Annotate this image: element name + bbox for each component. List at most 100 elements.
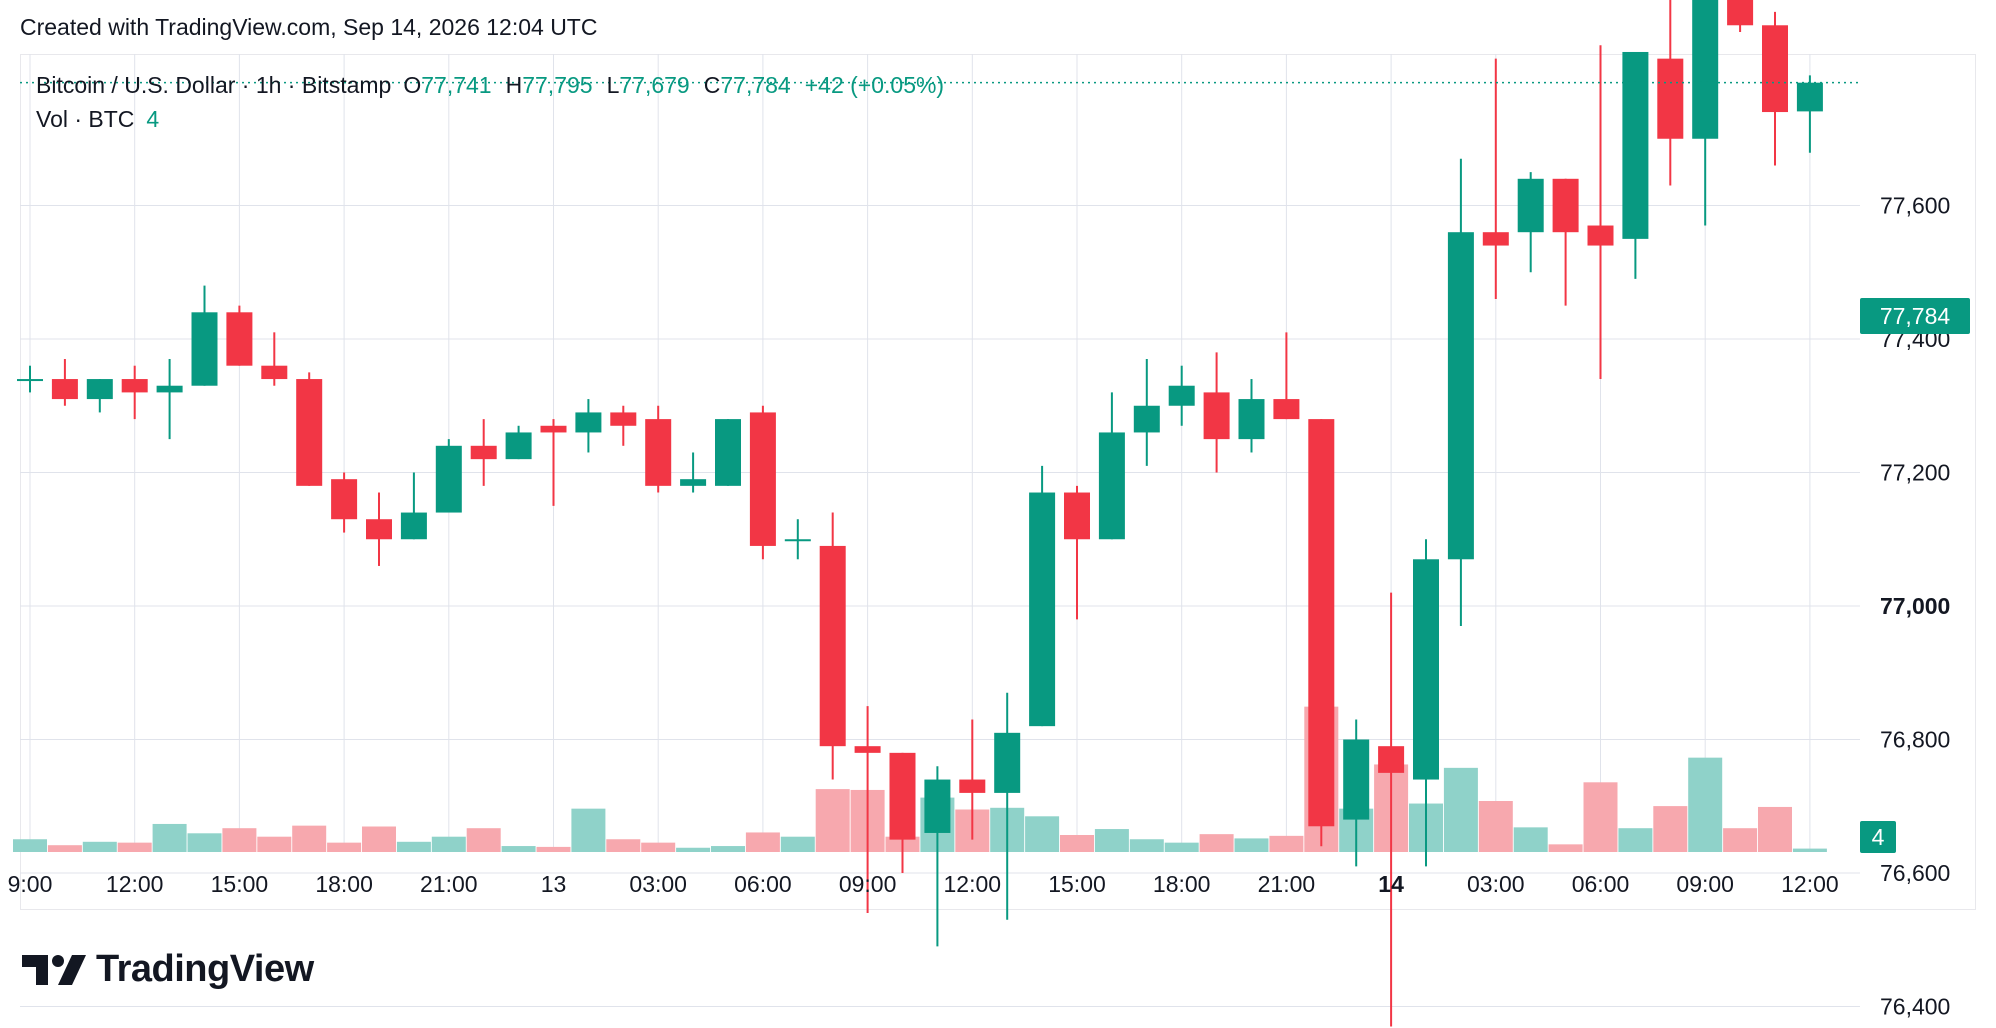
candle-body [1482, 232, 1509, 246]
candle[interactable] [1482, 58, 1509, 299]
candle[interactable] [1762, 11, 1788, 166]
candle-body [1692, 0, 1719, 139]
candle[interactable] [1413, 539, 1439, 867]
candle[interactable] [1343, 719, 1370, 867]
x-tick-label: 12:00 [944, 871, 1002, 897]
candle[interactable] [1273, 332, 1300, 420]
time-axis: 9:00 12:00 15:00 18:00 21:00 13 03:00 06:00 09:0… [8, 871, 1839, 897]
candle[interactable] [505, 425, 532, 460]
volume-bar [536, 846, 571, 852]
candle[interactable] [749, 405, 776, 560]
volume-title[interactable]: Vol · BTC [36, 106, 135, 132]
candle[interactable] [1517, 172, 1544, 273]
volume-bar [780, 836, 815, 852]
candle[interactable] [1587, 45, 1614, 380]
candle[interactable] [540, 419, 567, 506]
candle-body [1133, 405, 1160, 433]
candle[interactable] [645, 405, 672, 493]
chart-frame[interactable] [20, 54, 1976, 910]
candle[interactable] [575, 399, 602, 453]
candle-body [505, 432, 532, 460]
volume-bar [187, 833, 222, 852]
x-tick-label: 09:00 [839, 871, 897, 897]
volume-bar [1025, 816, 1060, 852]
candle[interactable] [86, 379, 113, 413]
candle[interactable] [1796, 75, 1823, 153]
candle[interactable] [1064, 485, 1090, 620]
symbol-title[interactable]: Bitcoin / U.S. Dollar · 1h · Bitstamp [36, 72, 392, 98]
volume-bar [1548, 844, 1583, 852]
legend-volume-row: Vol · BTC 4 [36, 106, 944, 140]
low-label: L [606, 72, 620, 98]
volume-bar [815, 789, 850, 852]
y-tick-label: 77,600 [1880, 193, 1950, 219]
volume-bar [1269, 835, 1304, 852]
candle[interactable] [1203, 352, 1230, 473]
candle-body [1273, 399, 1300, 420]
candle[interactable] [610, 405, 637, 446]
volume-bar [292, 825, 327, 852]
candle[interactable] [784, 519, 811, 560]
candle[interactable] [1447, 158, 1474, 627]
candle[interactable] [156, 359, 183, 440]
candle[interactable] [1308, 419, 1335, 847]
volume-bar [466, 828, 501, 852]
candle-body [680, 479, 707, 486]
candle[interactable] [819, 512, 846, 780]
candle[interactable] [1029, 465, 1056, 727]
candle[interactable] [924, 766, 951, 947]
x-tick-label: 06:00 [1572, 871, 1630, 897]
candle-body [226, 312, 253, 366]
candles [17, 0, 1823, 1027]
x-tick-label: 03:00 [1467, 871, 1525, 897]
x-tick-label: 14 [1378, 871, 1404, 897]
candle[interactable] [994, 692, 1021, 920]
candle[interactable] [261, 332, 288, 386]
candle[interactable] [959, 719, 986, 840]
volume-bar [47, 845, 82, 852]
candle[interactable] [470, 419, 497, 486]
candle[interactable] [121, 365, 148, 420]
candle[interactable] [191, 285, 218, 386]
candle[interactable] [1727, 0, 1754, 32]
candle[interactable] [435, 439, 462, 513]
candle[interactable] [1692, 0, 1719, 226]
candle[interactable] [51, 359, 78, 406]
candle-body [1238, 399, 1265, 440]
candle[interactable] [17, 365, 43, 393]
candle[interactable] [226, 305, 253, 366]
candle[interactable] [400, 472, 427, 540]
candle-body [959, 779, 986, 793]
candle[interactable] [680, 452, 707, 493]
candle[interactable] [366, 492, 392, 566]
tradingview-logo-icon [22, 954, 86, 985]
candle[interactable] [715, 419, 741, 486]
candle[interactable] [1657, 0, 1684, 186]
candle-body [1517, 178, 1544, 233]
candle[interactable] [889, 752, 916, 873]
candle[interactable] [1238, 379, 1265, 453]
candle[interactable] [331, 472, 358, 533]
candle-body [296, 379, 323, 486]
candle-body [1762, 25, 1788, 113]
candle[interactable] [1098, 392, 1125, 540]
volume-bar [1758, 806, 1792, 852]
x-tick-label: 12:00 [106, 871, 164, 897]
candle-body [1064, 492, 1090, 540]
brand-logo[interactable]: TradingView [22, 948, 314, 991]
candle[interactable] [1378, 592, 1405, 1027]
volume-bar [82, 841, 117, 852]
volume-bar [362, 826, 396, 852]
x-tick-label: 09:00 [1676, 871, 1734, 897]
candle[interactable] [1622, 51, 1649, 279]
brand-name: TradingView [96, 948, 314, 990]
candle[interactable] [1168, 365, 1195, 426]
candle-body [1413, 559, 1439, 780]
candle[interactable] [1552, 178, 1579, 306]
candle[interactable] [854, 706, 881, 914]
candle[interactable] [296, 372, 323, 486]
y-tick-label: 76,600 [1880, 860, 1950, 886]
candle[interactable] [1133, 359, 1160, 466]
